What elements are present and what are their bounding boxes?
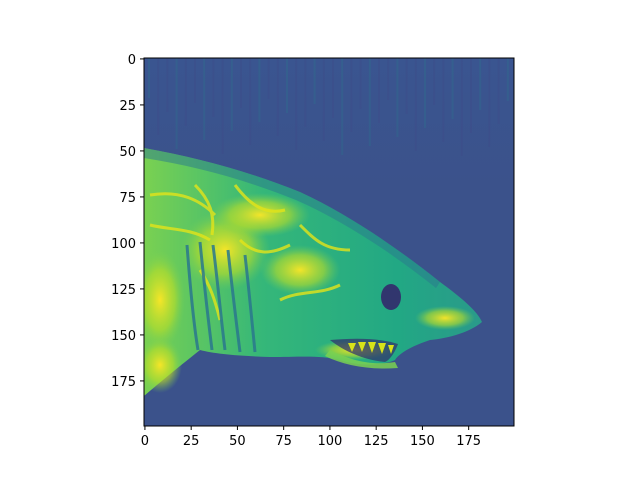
- y-tick-label: 150: [111, 329, 136, 344]
- water-streak: [276, 58, 279, 136]
- axes-frame: [143, 57, 515, 427]
- water-streak: [267, 58, 270, 99]
- water-streak: [350, 58, 353, 132]
- x-tick-label: 175: [456, 434, 481, 449]
- highlight-mid: [260, 245, 340, 295]
- water-streak: [460, 58, 463, 156]
- x-tick-label: 100: [318, 434, 343, 449]
- water-streak: [249, 58, 252, 145]
- water-streak: [313, 58, 316, 104]
- y-tick-label: 25: [119, 99, 136, 114]
- water-streak: [442, 58, 445, 142]
- water-streak: [341, 58, 344, 155]
- water-streak: [295, 58, 298, 150]
- heatmap-image: [144, 58, 514, 426]
- shark-back-edge: [144, 148, 440, 288]
- water-streak: [286, 58, 288, 113]
- water-streak: [387, 58, 390, 100]
- x-axis: 0 25 50 75 100 125 150 175: [141, 426, 481, 449]
- y-tick-label: 175: [111, 375, 136, 390]
- water-streaks: [148, 58, 509, 156]
- water-streak: [304, 58, 307, 127]
- y-tick-label: 50: [119, 145, 136, 160]
- water-streak: [378, 58, 380, 123]
- highlight-snout: [415, 306, 475, 330]
- water-streak: [184, 58, 187, 126]
- water-streak: [221, 58, 224, 154]
- x-tick-label: 125: [364, 434, 389, 449]
- water-streak: [258, 58, 261, 122]
- shark-eye: [381, 284, 401, 310]
- water-streak: [405, 58, 408, 114]
- water-streak: [175, 58, 178, 149]
- water-streak: [414, 58, 417, 151]
- x-tick-label: 0: [141, 434, 149, 449]
- y-tick-label: 75: [119, 191, 136, 206]
- water-streak: [194, 58, 196, 103]
- highlight-lower-left: [144, 337, 182, 393]
- y-tick-label: 125: [111, 283, 136, 298]
- water-streak: [212, 58, 215, 117]
- water-streak: [240, 58, 242, 108]
- water-streak: [368, 58, 371, 146]
- water-streak: [497, 58, 500, 124]
- shark-teeth: [348, 342, 394, 354]
- x-tick-label: 25: [183, 434, 200, 449]
- water-streak: [332, 58, 334, 118]
- water-streak: [322, 58, 325, 141]
- water-streak: [451, 58, 454, 119]
- water-streak: [424, 58, 426, 128]
- highlight-left: [144, 250, 185, 350]
- water-streak: [506, 58, 509, 101]
- y-tick-label: 0: [128, 53, 136, 68]
- water-streak: [148, 58, 150, 98]
- water-streak: [479, 58, 482, 110]
- gill-slits: [185, 241, 257, 353]
- y-axis: 0 25 50 75 100 125 150 175: [111, 53, 144, 390]
- water-streak: [359, 58, 362, 109]
- water-streak: [396, 58, 399, 137]
- water-streak: [470, 58, 472, 133]
- water-streak: [488, 58, 491, 147]
- lower-jaw: [325, 350, 398, 369]
- x-tick-label: 75: [275, 434, 292, 449]
- water-streak: [433, 58, 436, 105]
- highlight-upper: [210, 193, 310, 237]
- water-streak: [166, 58, 169, 112]
- water-streak: [230, 58, 233, 131]
- y-tick-label: 100: [111, 237, 136, 252]
- caustic-lines: [149, 183, 351, 321]
- water-streak: [203, 58, 206, 140]
- x-tick-label: 50: [229, 434, 246, 449]
- water-streak: [157, 58, 160, 135]
- x-tick-label: 150: [410, 434, 435, 449]
